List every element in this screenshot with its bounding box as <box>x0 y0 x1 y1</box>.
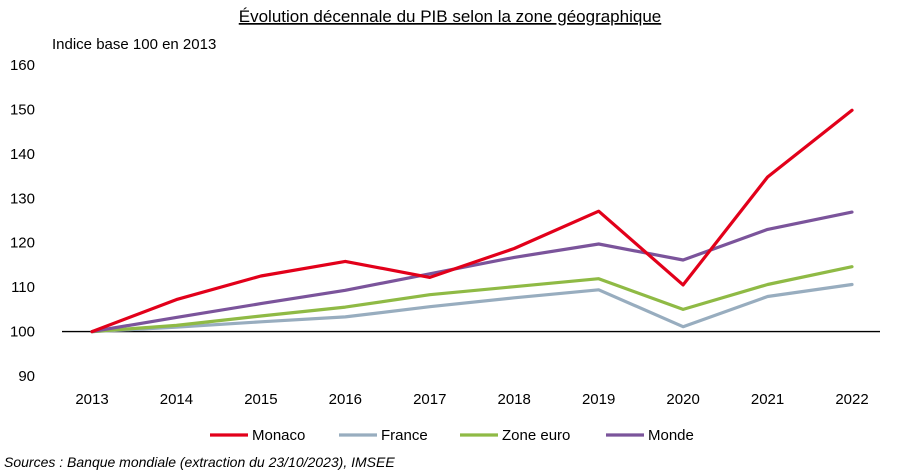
y-tick-label: 100 <box>10 324 35 341</box>
x-tick-label: 2013 <box>75 391 108 408</box>
x-axis: 2013 2014 2015 2016 2017 2018 2019 2020 2021 2022 <box>75 391 868 408</box>
y-tick-label: 150 <box>10 101 35 118</box>
y-tick-label: 90 <box>18 368 35 385</box>
series-line-zone-euro <box>90 265 854 334</box>
x-tick-label: 2014 <box>160 391 193 408</box>
x-tick-label: 2022 <box>835 391 868 408</box>
y-tick-label: 120 <box>10 235 35 252</box>
x-tick-label: 2020 <box>666 391 699 408</box>
chart-subtitle: Indice base 100 en 2013 <box>52 36 216 53</box>
y-tick-label: 110 <box>11 279 35 296</box>
y-tick-label: 160 <box>10 57 35 74</box>
source-note: Sources : Banque mondiale (extraction du… <box>4 454 395 470</box>
x-tick-label: 2017 <box>413 391 446 408</box>
series-line-france <box>90 282 854 334</box>
series-line-monde <box>90 210 854 334</box>
legend: Monaco France Zone euro Monde <box>210 427 694 444</box>
x-tick-label: 2015 <box>244 391 277 408</box>
y-tick-label: 140 <box>10 146 35 163</box>
x-tick-label: 2021 <box>751 391 784 408</box>
x-tick-label: 2018 <box>498 391 531 408</box>
y-tick-label: 130 <box>10 190 35 207</box>
series-line-monaco <box>90 108 854 334</box>
y-axis: 90 100 110 120 130 140 150 160 <box>10 57 35 385</box>
x-tick-label: 2019 <box>582 391 615 408</box>
legend-label: Monde <box>648 427 694 444</box>
legend-label: Zone euro <box>502 427 570 444</box>
legend-label: Monaco <box>252 427 305 444</box>
legend-label: France <box>381 427 428 444</box>
series-lines <box>90 108 854 334</box>
x-tick-label: 2016 <box>329 391 362 408</box>
chart-title: Évolution décennale du PIB selon la zone… <box>239 7 662 26</box>
